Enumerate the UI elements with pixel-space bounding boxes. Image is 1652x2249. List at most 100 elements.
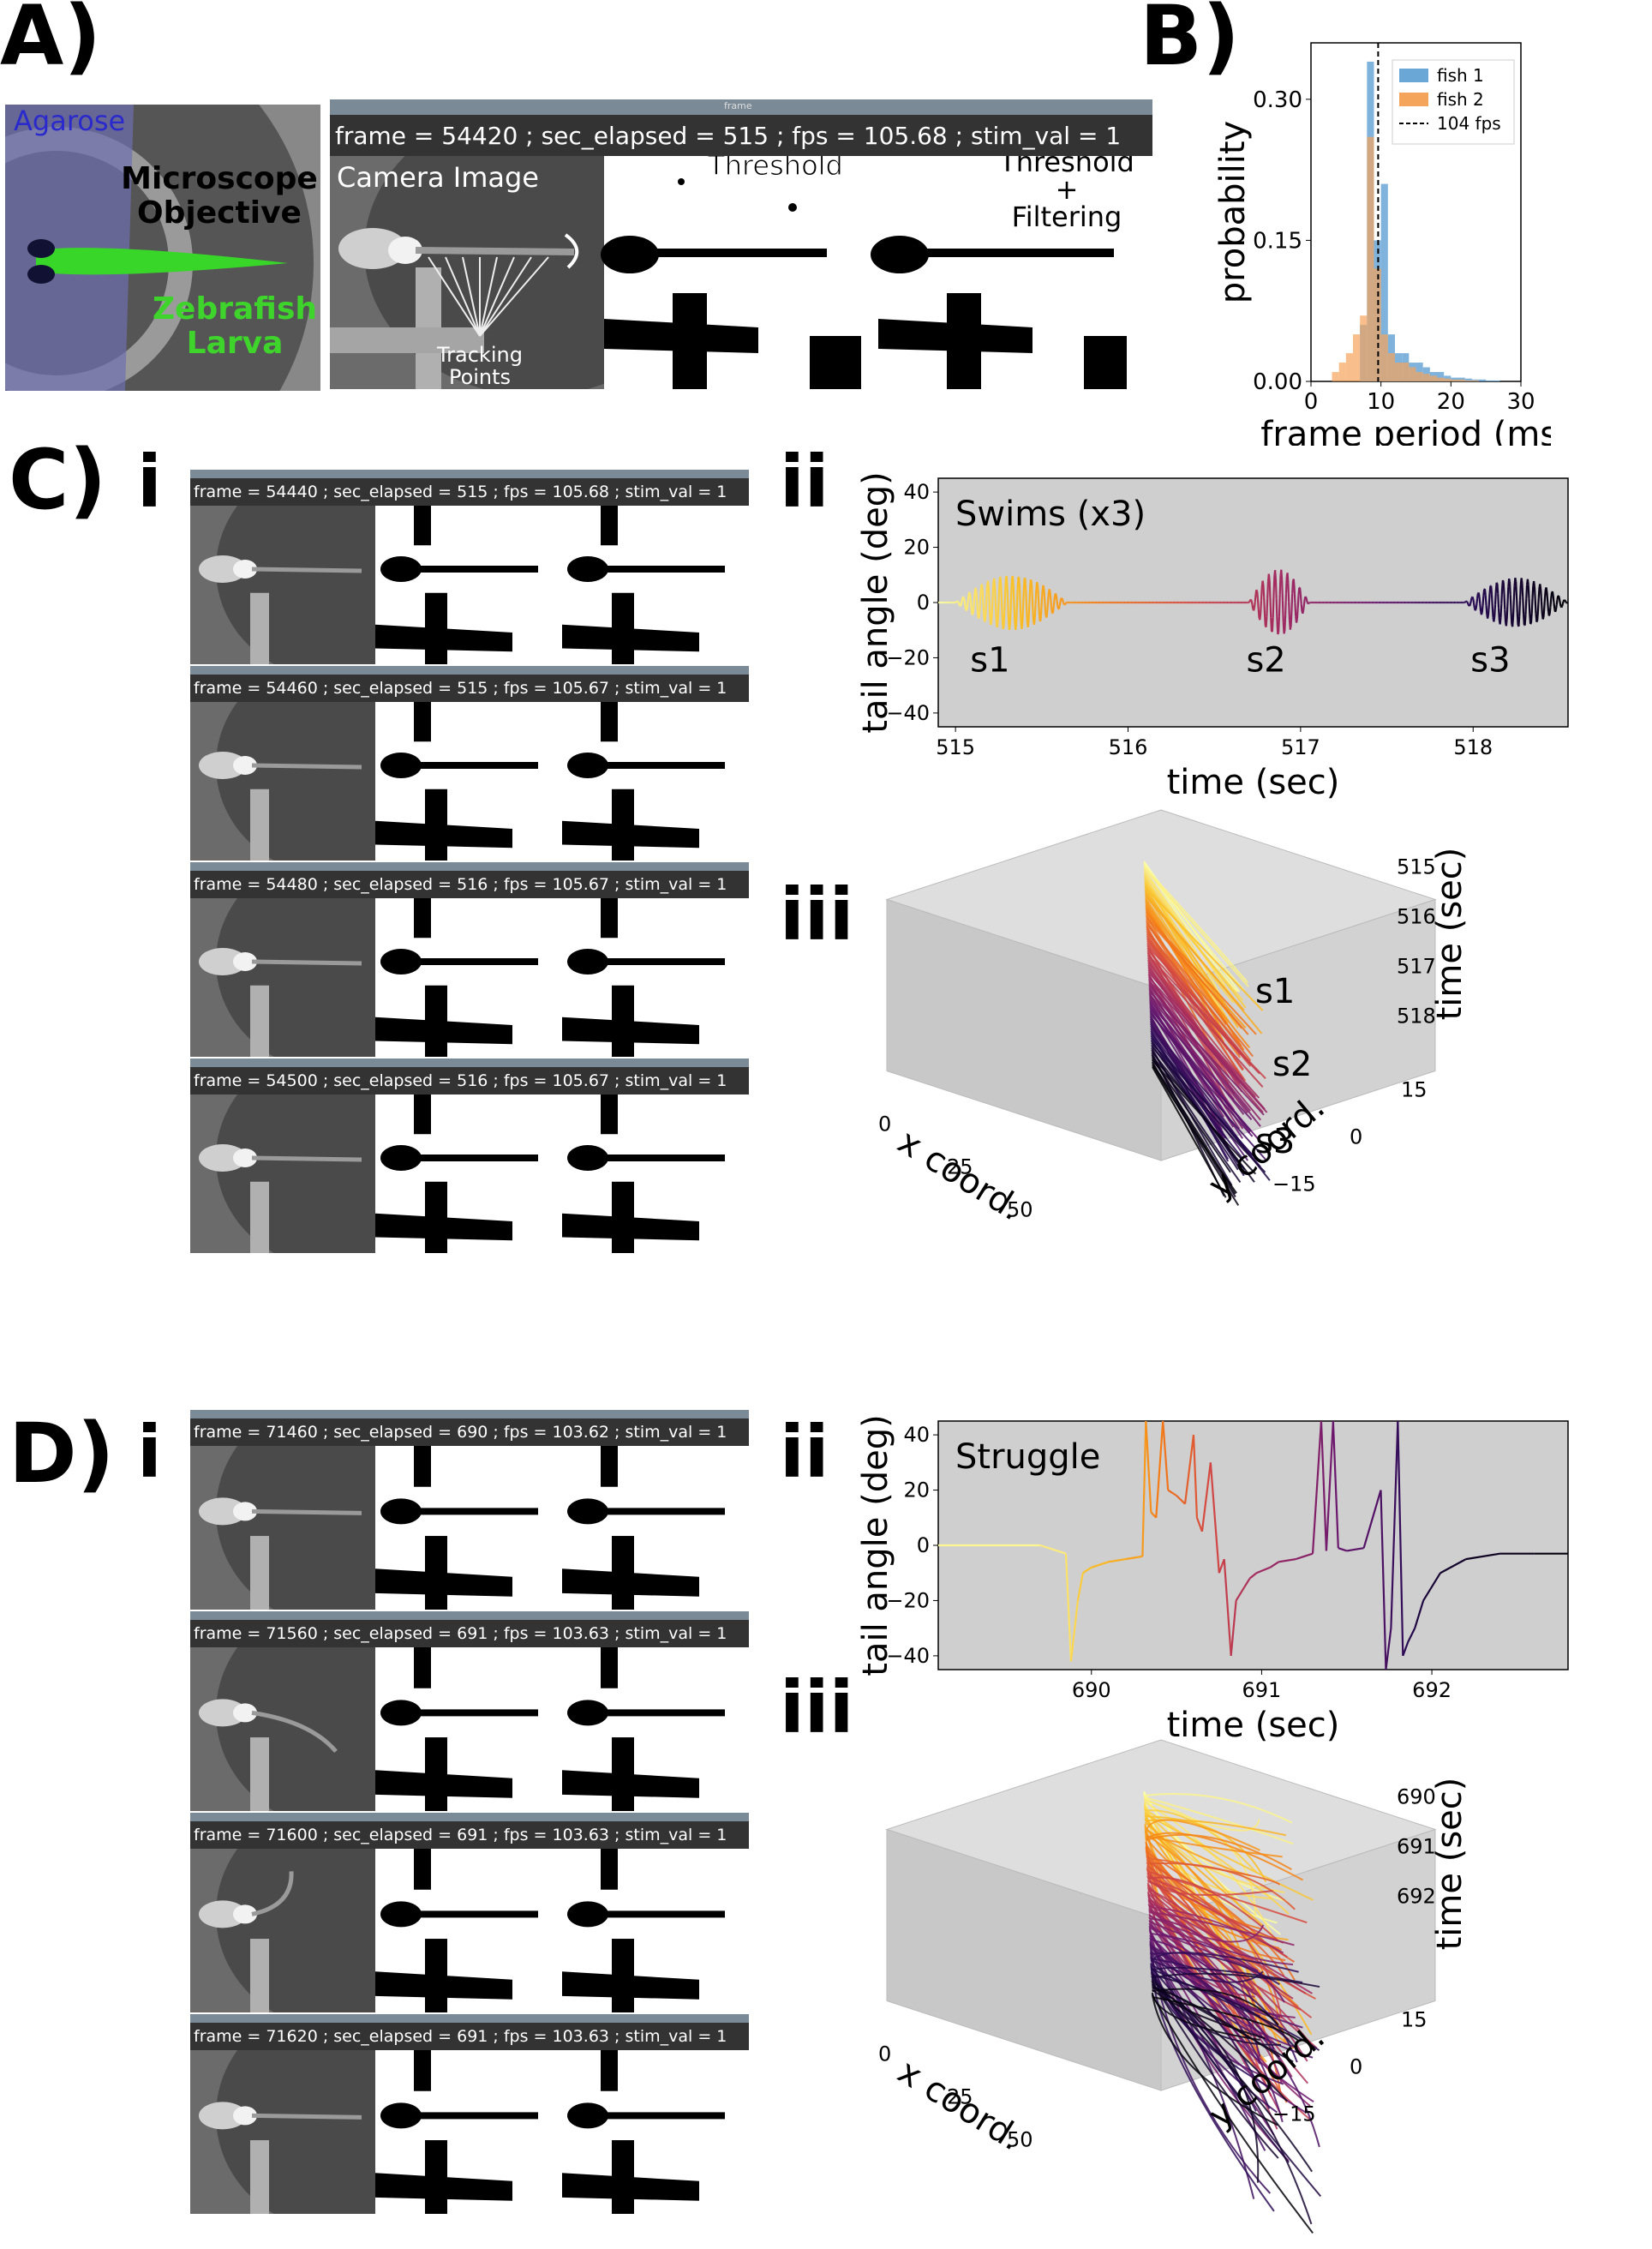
tail-angle-segment [1028,589,1032,605]
fish-tail [251,567,362,573]
frame-titlebar [190,1410,749,1418]
tail-angle-segment [1062,601,1065,605]
tail-angle-segment [1362,1490,1382,1549]
tail-angle-segment [1192,1435,1199,1518]
tail-angle-segment [993,578,997,586]
chart-title: Swims (x3) [955,495,1146,534]
struggle-frame-stack: frame = 71460 ; sec_elapsed = 690 ; fps … [190,1410,749,2216]
y-tick-label: −20 [886,1588,930,1612]
tail-angle-segment [1390,1420,1399,1628]
larva-label-2: Larva [187,326,284,361]
threshold-fish [567,556,608,582]
tail-angle-segment [1332,1420,1339,1549]
threshold-top-bar [414,1849,431,1890]
x-tick-label: 50 [1007,1198,1033,1222]
tail-angle-segment [1338,1547,1348,1552]
tail-angle-segment [985,585,989,597]
legend-label: fish 2 [1437,89,1484,110]
tail-angle-segment [981,588,985,601]
tail-trace [1144,895,1245,1011]
x-axis-label: x coord. [891,2052,1029,2158]
y-axis-label: tail angle (deg) [856,1414,895,1676]
tail-angle-segment [1380,1490,1387,1670]
agarose-region [5,105,134,391]
tail-trace [1148,1915,1265,1943]
tail-angle-segment [1032,617,1036,625]
tail-angle-segment [1290,593,1294,612]
tail-angle-segment [1496,583,1499,594]
tail-angle-segment [1260,587,1263,601]
tail-angle-segment [1256,1566,1271,1574]
threshold-tail [596,1709,725,1717]
tail-trace [1151,1994,1278,2126]
tail-trace [1150,1958,1298,2063]
experiment-schematic: Agarose Microscope Objective Zebrafish L… [5,105,320,391]
tail-angle-segment [1475,593,1479,599]
tail-trace [1152,1066,1227,1198]
tail-angle-segment [1272,577,1276,597]
camera-bar [250,985,269,1057]
tail-angle-segment [1292,579,1296,589]
tail-angle-segment [1469,603,1472,607]
y-axis-label: probability [1213,121,1253,303]
tail-angle-segment [1274,578,1278,599]
tail-angle-segment [1039,602,1043,615]
tail-angle-segment [1311,1420,1323,1554]
fish-tail [251,1155,362,1162]
threshold-tail [410,566,538,573]
tail-angle-segment [1531,585,1535,598]
tail-trace [1151,1059,1257,1175]
larva-eye-left [27,239,55,258]
tail-angle-segment [1483,589,1487,596]
legend-swatch [1399,69,1428,82]
swim-label-3d: s2 [1272,1045,1312,1084]
y-tick-label: −20 [886,645,930,669]
y-tick-label: 20 [903,536,930,560]
tail-angle-segment [963,600,967,606]
tail-trace [1152,1988,1279,2026]
frame-images [190,1849,749,2012]
threshold-tail [596,2112,725,2120]
tail-angle-segment [997,593,1000,612]
tail-angle-segment [1525,585,1529,599]
threshold-top-bar [414,1446,431,1487]
frame-status-bar: frame = 71560 ; sec_elapsed = 691 ; fps … [190,1620,749,1647]
tail-angle-segment [957,601,961,604]
panel-d-sub-i: i [137,1410,162,1494]
fish-head [199,2102,247,2130]
tail-angle-segment [1050,598,1053,608]
threshold-blob [562,624,699,652]
fish-head [199,752,247,779]
tail-angle-segment [979,588,983,599]
panel-d-sub-ii: ii [780,1410,829,1494]
tail-trace [1148,995,1245,1115]
threshold-fish [567,753,608,778]
tail-angle-segment [1529,613,1533,624]
tail-angle-segment [1167,1489,1177,1496]
tail-angle-segment [1296,608,1299,620]
tail-angle-segment [1325,1420,1334,1551]
histogram-bar [1422,374,1430,381]
tail-angle-segment [1125,1555,1143,1561]
tail-angle-segment [1559,603,1562,607]
histogram-bar [1429,375,1437,381]
tail-angle-segment [1261,580,1265,585]
tail-angle-segment [1010,577,1014,591]
x-tick-label: 0 [1304,389,1319,415]
tail-trace [1144,1811,1252,1921]
tail-trace [1146,957,1244,1080]
tail-angle-segment [1064,603,1067,605]
tail-angle-segment [1001,603,1004,621]
threshold-fish [380,753,422,778]
tail-angle-segment [1481,604,1484,613]
tail-angle-segment [1042,585,1045,589]
threshold-top-bar [601,1647,618,1688]
tail-angle-segment [1200,1462,1212,1532]
tail-angle-segment [1209,1462,1220,1574]
y-tick-label: 40 [903,1423,930,1447]
tail-trace [1146,1868,1272,2097]
tail-angle-segment [1289,626,1292,630]
threshold-tail [410,1709,538,1717]
histogram-bar [1387,353,1395,381]
frame-status-bar: frame = 54440 ; sec_elapsed = 515 ; fps … [190,478,749,506]
